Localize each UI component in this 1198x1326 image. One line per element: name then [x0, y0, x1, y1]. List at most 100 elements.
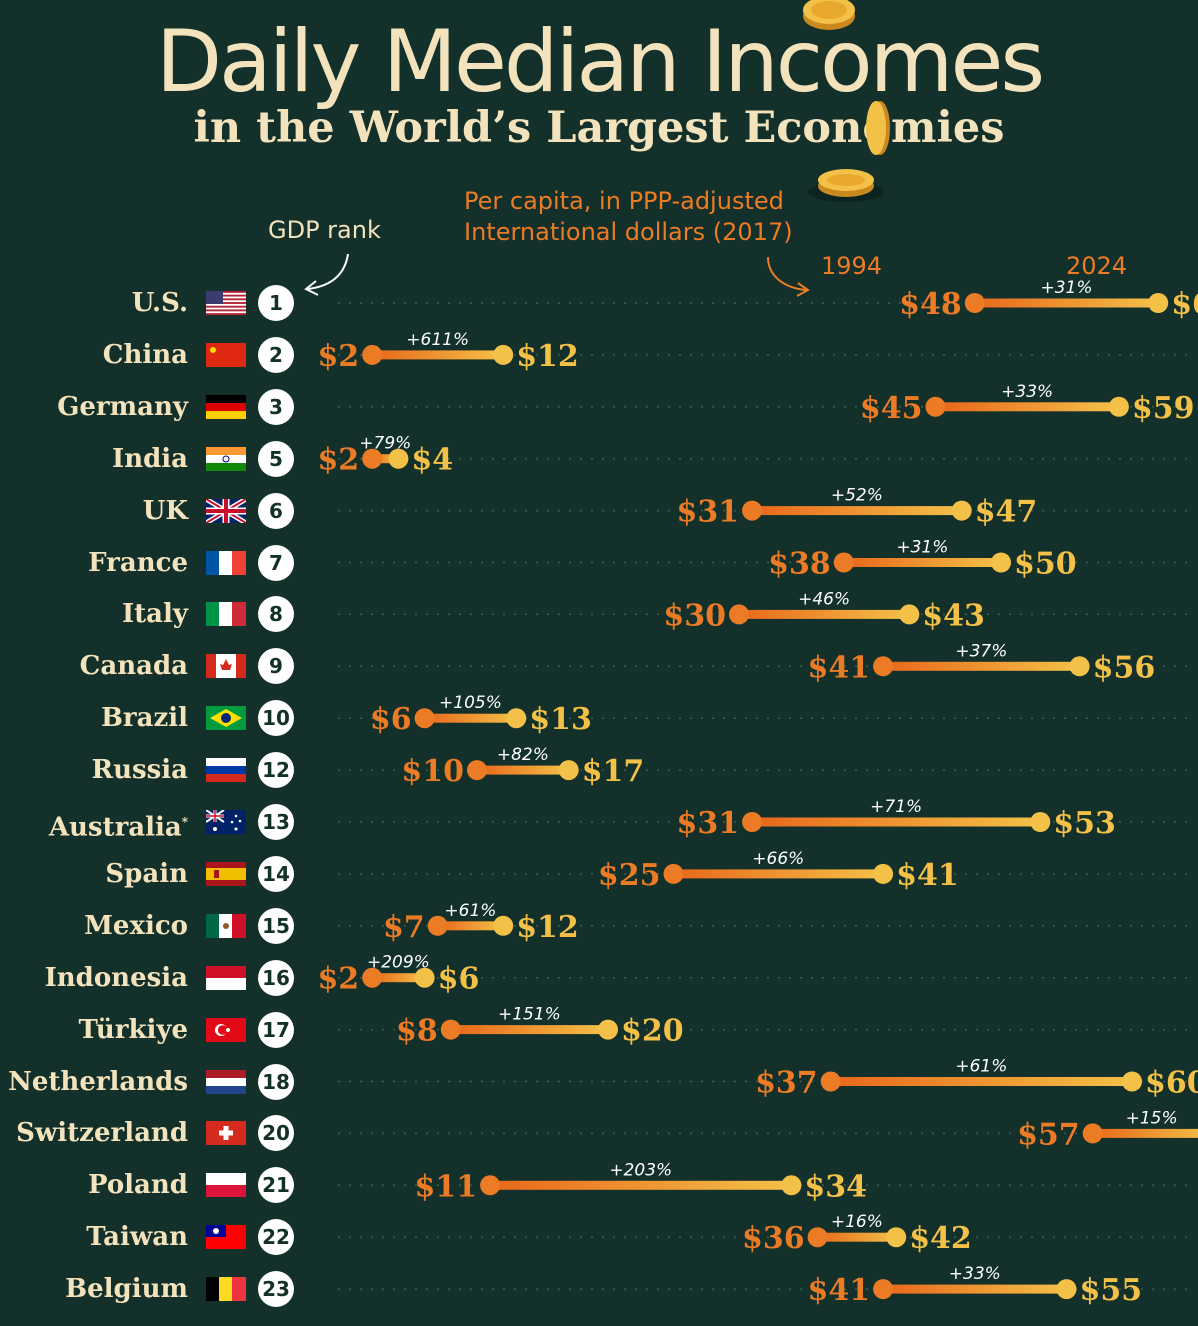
change-bar: [883, 661, 1080, 671]
start-value-dot: [414, 708, 435, 729]
unit-note: Per capita, in PPP-adjusted Internationa…: [464, 186, 793, 248]
country-row-india: India 5: [0, 433, 1198, 485]
end-value-dot: [1122, 1071, 1142, 1092]
gdp-rank-badge: 22: [258, 1219, 294, 1256]
change-percent-label: +16%: [831, 1212, 883, 1232]
country-row-belgium: Belgium 23: [0, 1263, 1198, 1315]
end-value-label: $50: [1014, 547, 1077, 582]
end-value-label: $59: [1132, 391, 1195, 426]
falling-coin-icon: [866, 101, 890, 155]
change-percent-label: +209%: [367, 953, 430, 973]
gdp-rank-badge: 13: [258, 804, 294, 840]
start-value-label: $10: [401, 754, 464, 789]
br-flag-icon: [206, 706, 246, 731]
country-label: UK: [142, 495, 188, 526]
us-flag-icon: [206, 291, 246, 315]
end-value-label: $43: [922, 598, 985, 633]
be-flag-icon: [206, 1277, 246, 1302]
cn-flag-icon: [206, 342, 246, 367]
change-percent-label: +33%: [1001, 382, 1053, 402]
id-flag-icon: [206, 965, 246, 990]
gdp-rank-badge: 3: [258, 388, 294, 425]
gdp-rank-badge: 20: [258, 1115, 294, 1152]
end-value-label: $41: [896, 858, 959, 893]
end-value-dot: [558, 760, 579, 781]
start-value-dot: [440, 1019, 461, 1040]
start-value-dot: [925, 396, 946, 417]
end-value-dot: [598, 1019, 618, 1040]
change-bar: [372, 454, 399, 464]
country-label: Netherlands: [8, 1066, 188, 1097]
mx-flag-icon: [206, 913, 246, 938]
gdp-rank-badge: 21: [258, 1167, 294, 1204]
start-value-label: $30: [663, 598, 726, 633]
end-value-label: $42: [909, 1221, 972, 1256]
in-flag-icon: [206, 446, 246, 471]
ch-flag-icon: [206, 1121, 246, 1146]
tr-flag-icon: [206, 1017, 246, 1042]
gdp-rank-badge: 7: [258, 544, 294, 581]
country-row-france: France 7: [0, 537, 1198, 589]
uk-flag-icon: [206, 498, 246, 523]
start-value-dot: [729, 604, 749, 625]
start-value-label: $7: [383, 910, 425, 945]
country-label: Belgium: [65, 1274, 188, 1305]
start-value-dot: [480, 1175, 501, 1196]
country-row-u-s: U.S. 1: [0, 277, 1198, 329]
end-value-label: $56: [1093, 650, 1156, 685]
end-value-dot: [1108, 396, 1129, 417]
end-value-label: $60: [1145, 1066, 1198, 1101]
unit-note-line2: International dollars (2017): [464, 218, 793, 246]
unit-arrow-icon: [767, 256, 807, 291]
country-label: Russia: [91, 755, 188, 786]
end-value-label: $12: [516, 339, 579, 374]
start-value-label: $2: [317, 443, 359, 478]
start-value-dot: [820, 1071, 841, 1092]
country-row-brazil: Brazil 10: [0, 692, 1198, 744]
unit-note-line1: Per capita, in PPP-adjusted: [464, 187, 784, 215]
change-percent-label: +46%: [798, 589, 850, 609]
end-value-dot: [991, 552, 1011, 573]
change-percent-label: +82%: [497, 745, 549, 765]
country-row-taiwan: Taiwan 22: [0, 1211, 1198, 1263]
tw-flag-icon: [206, 1225, 246, 1250]
start-value-label: $2: [317, 962, 359, 997]
end-value-dot: [1069, 656, 1090, 677]
footnote-marker: *: [181, 815, 188, 829]
pl-flag-icon: [206, 1173, 246, 1198]
gdp-rank-badge: 1: [258, 285, 294, 321]
end-value-label: $34: [804, 1169, 867, 1204]
country-label: U.S.: [131, 288, 188, 318]
change-percent-label: +203%: [609, 1160, 672, 1180]
es-flag-icon: [206, 861, 246, 886]
end-value-dot: [493, 344, 514, 365]
change-bar: [372, 973, 425, 983]
country-label: Taiwan: [86, 1222, 188, 1253]
start-value-dot: [362, 448, 383, 469]
country-row-switzerland: Switzerland 20: [0, 1107, 1198, 1159]
gdp-rank-badge: 14: [258, 855, 294, 892]
country-row-spain: Spain 14: [0, 848, 1198, 900]
change-percent-label: +31%: [1040, 278, 1092, 298]
start-value-dot: [742, 500, 763, 521]
start-value-dot: [742, 812, 763, 832]
country-label: France: [88, 547, 188, 578]
end-value-label: $20: [621, 1014, 684, 1049]
gdp-arrow-icon: [307, 253, 349, 290]
gdp-rank-badge: 6: [258, 492, 294, 529]
country-row-uk: UK 6: [0, 485, 1198, 537]
gdp-rank-badge: 15: [258, 907, 294, 944]
chart-title: Daily Median Incomes: [155, 12, 1045, 112]
change-bar: [1092, 1128, 1198, 1138]
start-value-dot: [964, 293, 985, 313]
gdp-rank-badge: 8: [258, 596, 294, 633]
country-label: Switzerland: [16, 1118, 188, 1149]
country-label: Türkiye: [78, 1014, 188, 1045]
change-percent-label: +151%: [498, 1005, 561, 1025]
country-row-germany: Germany 3: [0, 381, 1198, 433]
country-label: Australia*: [48, 812, 188, 843]
change-bar: [450, 1025, 608, 1035]
start-value-dot: [807, 1227, 828, 1248]
change-bar: [490, 1180, 792, 1190]
unit-arrowhead-icon: [796, 282, 810, 297]
